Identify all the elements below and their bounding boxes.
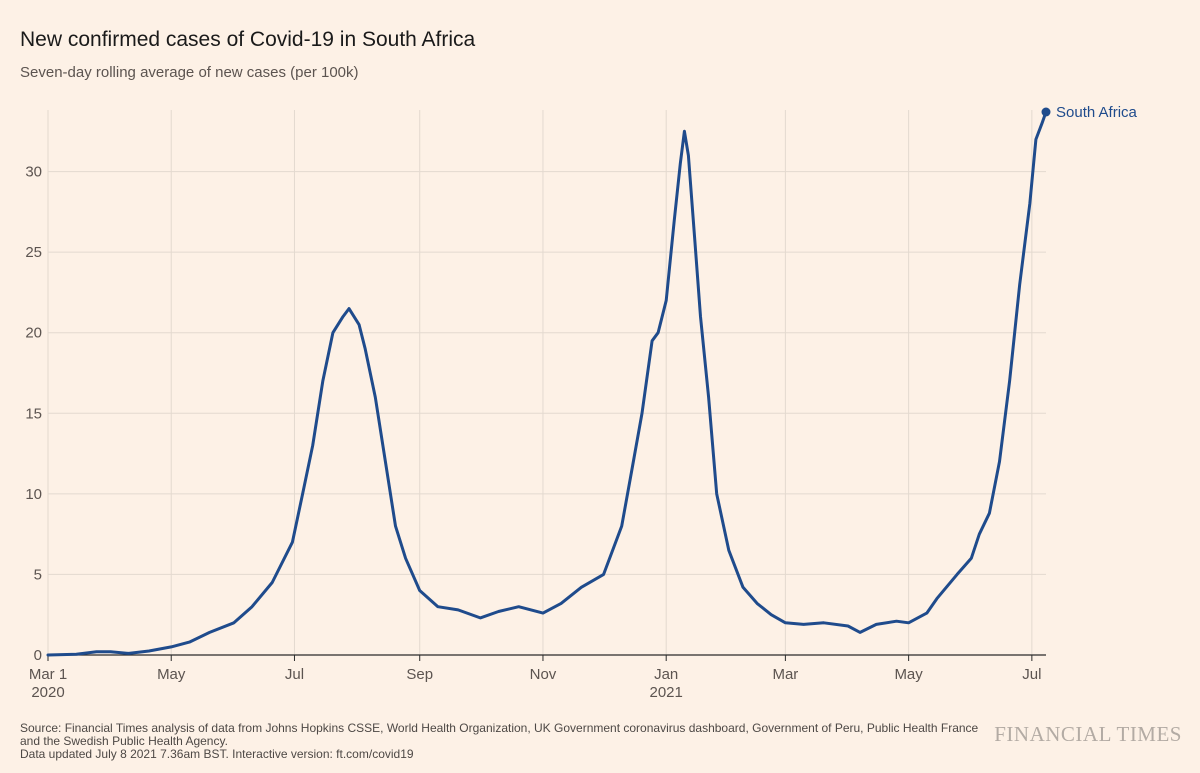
- y-tick-label: 15: [25, 405, 42, 422]
- y-tick-label: 25: [25, 244, 42, 261]
- x-tick-label: Jul: [285, 666, 304, 683]
- series-line-south-africa: [46, 110, 1048, 657]
- x-tick-year-label: 2020: [31, 684, 64, 701]
- x-tick-label: Nov: [530, 666, 557, 683]
- y-tick-label: 20: [25, 325, 42, 342]
- chart-title: New confirmed cases of Covid-19 in South…: [20, 28, 476, 51]
- x-tick-label: Sep: [406, 666, 433, 683]
- chart-subtitle: Seven-day rolling average of new cases (…: [20, 64, 359, 81]
- brand-logo: FINANCIAL TIMES: [994, 722, 1182, 746]
- x-tick-label: May: [894, 666, 923, 683]
- x-tick-label: Mar 1: [29, 666, 67, 683]
- series-end-marker: [1041, 107, 1051, 117]
- update-note: Data updated July 8 2021 7.36am BST. Int…: [20, 747, 414, 761]
- x-tick-year-label: 2021: [650, 684, 683, 701]
- x-tick-label: Jan: [654, 666, 678, 683]
- y-tick-label: 10: [25, 486, 42, 503]
- series-label-south-africa: South Africa: [1056, 104, 1138, 121]
- y-tick-label: 5: [34, 566, 42, 583]
- x-tick-label: May: [157, 666, 186, 683]
- chart-footer: Source: Financial Times analysis of data…: [20, 722, 995, 761]
- source-note: Source: Financial Times analysis of data…: [20, 721, 979, 748]
- y-axis: 0 5 10 15 20 25 30: [25, 164, 42, 664]
- x-tick-label: Mar: [772, 666, 798, 683]
- gridlines: [47, 110, 1046, 655]
- y-tick-label: 30: [25, 164, 42, 181]
- x-tick-label: Jul: [1022, 666, 1041, 683]
- y-tick-label: 0: [34, 647, 42, 664]
- series-layer: South Africa: [46, 104, 1138, 657]
